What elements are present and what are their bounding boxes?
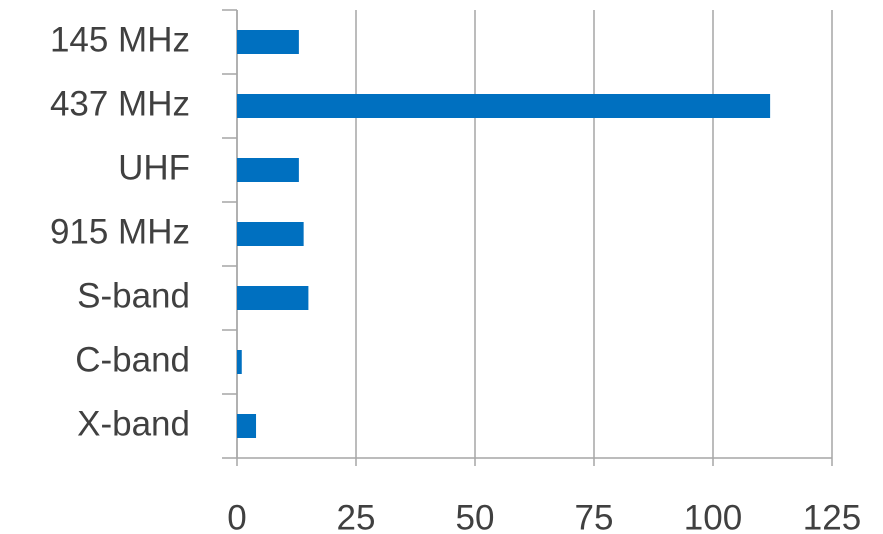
y-tick-label: 437 MHz [50, 84, 190, 123]
bar [237, 350, 242, 374]
y-tick-label: 145 MHz [50, 20, 190, 59]
y-tick-label: 915 MHz [50, 212, 190, 251]
x-tick-label: 50 [456, 498, 495, 534]
x-tick-label: 125 [803, 498, 861, 534]
x-tick-label: 25 [337, 498, 376, 534]
bar [237, 222, 304, 246]
bar [237, 286, 309, 310]
y-tick-label: S-band [77, 276, 190, 315]
x-tick-label: 0 [227, 498, 246, 534]
y-tick-label: X-band [77, 404, 190, 443]
x-tick-label: 75 [575, 498, 614, 534]
bar [237, 158, 299, 182]
bar [237, 94, 771, 118]
y-tick-label: UHF [118, 148, 190, 187]
y-tick-label: C-band [75, 340, 190, 379]
x-tick-label: 100 [684, 498, 742, 534]
bar [237, 414, 257, 438]
bar [237, 30, 299, 54]
